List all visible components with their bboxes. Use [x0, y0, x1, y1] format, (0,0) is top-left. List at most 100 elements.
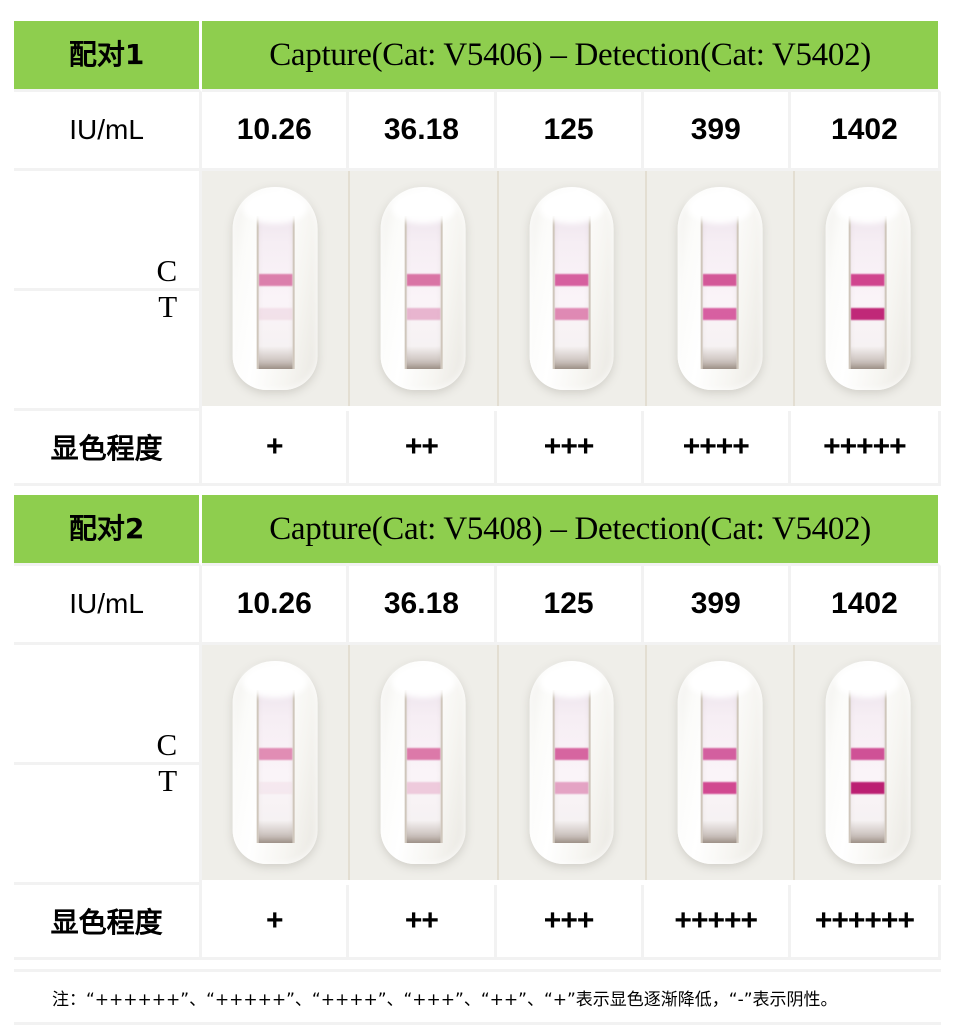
- intensity-cell: ++++++: [790, 885, 941, 960]
- test-line: [406, 307, 441, 321]
- control-line-label-cell: C: [14, 171, 203, 291]
- pair-label-cell: 配对1: [14, 21, 203, 92]
- strip-row-test: T: [14, 289, 941, 411]
- intensity-value: +++++: [674, 904, 758, 937]
- result-window: [404, 215, 443, 370]
- pair-label-cell: 配对2: [14, 495, 203, 566]
- intensity-label-cell: 显色程度: [14, 885, 203, 960]
- intensity-label: 显色程度: [50, 906, 163, 939]
- pair-header-row: 配对2 Capture(Cat: V5408) – Detection(Cat:…: [14, 495, 941, 566]
- concentration-cell: 399: [643, 566, 791, 645]
- concentration-value: 125: [543, 587, 594, 620]
- test-strip-10.26: [202, 645, 351, 880]
- test-strip-1402: [794, 171, 941, 406]
- concentration-row: IU/mL 10.26 36.18 125 399 1402: [14, 566, 941, 645]
- control-line: [850, 748, 885, 761]
- intensity-value: ++++++: [814, 904, 915, 937]
- test-line: [850, 781, 885, 795]
- pair-title: Capture(Cat: V5406) – Detection(Cat: V54…: [269, 36, 871, 73]
- test-strip-36.18: [350, 645, 499, 880]
- intensity-cell: ++: [349, 885, 497, 960]
- concentration-cell: 1402: [790, 92, 941, 171]
- antibody-pair-table-2: 配对2 Capture(Cat: V5408) – Detection(Cat:…: [14, 495, 941, 960]
- strip-row-control: C: [14, 171, 941, 411]
- test-line-label-cell: T: [14, 289, 203, 411]
- concentration-cell: 10.26: [202, 92, 350, 171]
- intensity-cell: +: [202, 885, 350, 960]
- strip-image-band-2: [202, 645, 941, 885]
- intensity-cell: +++: [496, 411, 644, 486]
- test-line: [406, 781, 441, 795]
- control-line: [702, 748, 737, 761]
- unit-label-cell: IU/mL: [14, 92, 203, 171]
- test-line-label-cell: T: [14, 764, 203, 885]
- intensity-value: +++: [543, 904, 595, 937]
- strip-row-control: C: [14, 645, 941, 885]
- footnote-row: 注：“++++++”、“+++++”、“++++”、“+++”、“++”、“+”…: [14, 969, 941, 1025]
- concentration-cell: 125: [496, 566, 644, 645]
- cassette-body: [529, 661, 614, 864]
- cassette-body: [381, 187, 466, 390]
- control-line-label: C: [156, 727, 178, 763]
- intensity-cell: ++++: [643, 411, 791, 486]
- intensity-cell: +++++: [790, 411, 941, 486]
- concentration-value: 10.26: [236, 113, 312, 146]
- intensity-cell: +: [202, 411, 350, 486]
- test-strip-10.26: [202, 171, 351, 406]
- concentration-cell: 399: [643, 92, 791, 171]
- control-line: [406, 274, 441, 287]
- control-line: [258, 274, 293, 287]
- result-window: [256, 689, 295, 844]
- cassette-body: [529, 187, 614, 390]
- result-window: [700, 215, 739, 370]
- intensity-value: +++++: [823, 430, 907, 463]
- result-window: [848, 215, 887, 370]
- footnote-text: 注：“++++++”、“+++++”、“++++”、“+++”、“++”、“+”…: [52, 989, 838, 1010]
- intensity-value: ++: [404, 430, 439, 463]
- concentration-cell: 125: [496, 92, 644, 171]
- strip-photo-row: [202, 645, 941, 880]
- concentration-cell: 36.18: [349, 92, 497, 171]
- test-strip-1402: [794, 645, 941, 880]
- result-window: [404, 689, 443, 844]
- cassette-body: [677, 187, 763, 390]
- concentration-value: 1402: [831, 113, 898, 146]
- control-line: [406, 748, 441, 761]
- test-strip-399: [646, 645, 795, 880]
- test-strip-125: [498, 171, 647, 406]
- control-line-label-cell: C: [14, 645, 203, 765]
- cassette-body: [677, 661, 763, 864]
- concentration-row: IU/mL 10.26 36.18 125 399 1402: [14, 92, 941, 171]
- intensity-row: 显色程度 + ++ +++ +++++ ++++++: [14, 885, 941, 960]
- pair-label: 配对1: [68, 38, 145, 71]
- intensity-cell: ++: [349, 411, 497, 486]
- test-line-label: T: [158, 289, 178, 324]
- intensity-value: +++: [543, 430, 595, 463]
- concentration-cell: 36.18: [349, 566, 497, 645]
- test-line: [258, 781, 293, 795]
- concentration-value: 36.18: [383, 113, 459, 146]
- intensity-label: 显色程度: [50, 432, 163, 465]
- strip-image-band-1: [202, 171, 941, 411]
- concentration-cell: 1402: [790, 566, 941, 645]
- strip-photo-row: [202, 171, 941, 406]
- control-line: [554, 748, 589, 761]
- concentration-value: 399: [690, 587, 741, 620]
- unit-label: IU/mL: [69, 114, 144, 145]
- result-window: [700, 689, 739, 844]
- cassette-body: [232, 187, 318, 390]
- pair-title-cell: Capture(Cat: V5406) – Detection(Cat: V54…: [202, 21, 941, 92]
- control-line: [258, 748, 293, 761]
- test-strip-399: [646, 171, 795, 406]
- intensity-value: ++: [404, 904, 439, 937]
- intensity-value: +: [266, 904, 284, 937]
- concentration-value: 36.18: [383, 587, 459, 620]
- unit-label: IU/mL: [69, 588, 144, 619]
- intensity-row: 显色程度 + ++ +++ ++++ +++++: [14, 411, 941, 486]
- control-line: [850, 274, 885, 287]
- intensity-label-cell: 显色程度: [14, 411, 203, 486]
- strip-row-test: T: [14, 764, 941, 885]
- test-strip-36.18: [350, 171, 499, 406]
- test-line: [702, 307, 737, 321]
